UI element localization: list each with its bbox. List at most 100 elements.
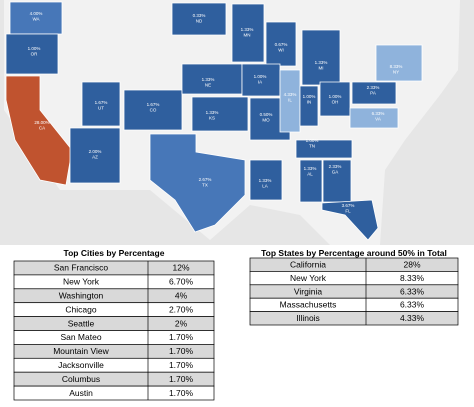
state-abbr: VA	[375, 117, 381, 122]
state-value: 1.33%	[202, 77, 215, 82]
cell-value: 1.70%	[169, 388, 194, 398]
cell-name: Austin	[69, 388, 93, 398]
cell-value: 4.33%	[400, 313, 425, 323]
cell-name: Chicago	[65, 304, 96, 314]
cell-value: 6.33%	[400, 286, 425, 296]
state-value: 28.00%	[34, 120, 49, 125]
state-abbr: AZ	[92, 155, 98, 160]
cell-name: Illinois	[296, 313, 320, 323]
state	[299, 85, 319, 127]
state-abbr: GA	[332, 170, 339, 175]
cell-value: 6.70%	[169, 277, 194, 287]
state	[279, 69, 301, 133]
cell-name: New York	[290, 273, 327, 283]
state-value: 1.00%	[306, 138, 319, 143]
cell-value: 4%	[175, 291, 188, 301]
state	[375, 44, 423, 82]
state-value: 1.33%	[304, 166, 317, 171]
cell-name: San Mateo	[60, 332, 101, 342]
state-value: 2.33%	[329, 164, 342, 169]
cell-value: 1.70%	[169, 332, 194, 342]
state	[9, 1, 63, 35]
state	[349, 107, 399, 129]
state-value: 4.00%	[30, 11, 43, 16]
cell-value: 1.70%	[169, 346, 194, 356]
state-abbr: MO	[262, 118, 270, 123]
state-value: 1.33%	[259, 178, 272, 183]
table-row	[249, 311, 459, 326]
state	[191, 96, 249, 132]
state-abbr: ND	[196, 19, 203, 24]
state-value: 8.33%	[390, 64, 403, 69]
state	[249, 159, 283, 201]
cell-name: New York	[63, 277, 100, 287]
state-abbr: UT	[98, 106, 104, 111]
cell-value: 1.70%	[169, 374, 194, 384]
state-abbr: FL	[345, 209, 351, 214]
cell-name: Jacksonville	[58, 360, 104, 370]
state	[69, 127, 121, 184]
cell-name: San Francisco	[54, 263, 109, 273]
state-value: 0.67%	[275, 42, 288, 47]
state-value: 1.67%	[147, 102, 160, 107]
table-row	[13, 385, 215, 401]
table-title: Top States by Percentage around 50% in T…	[261, 248, 447, 258]
state-abbr: CO	[150, 108, 157, 113]
state-abbr: WI	[278, 48, 284, 53]
state	[295, 139, 353, 159]
cell-name: Washington	[59, 291, 104, 301]
state-value: 1.33%	[206, 110, 219, 115]
state	[149, 133, 246, 233]
state-abbr: MI	[319, 66, 324, 71]
state-value: 1.33%	[315, 60, 328, 65]
state-abbr: NE	[205, 83, 211, 88]
state-abbr: TX	[202, 183, 208, 188]
cell-name: Massachusetts	[280, 300, 337, 310]
state	[321, 199, 379, 241]
state-abbr: MN	[244, 33, 251, 38]
state-abbr: CA	[39, 126, 45, 131]
state	[5, 33, 59, 75]
state	[301, 29, 341, 86]
state	[265, 21, 297, 67]
state-abbr: AL	[307, 172, 313, 177]
state-abbr: PA	[370, 91, 376, 96]
state-abbr: IN	[307, 100, 312, 105]
state-value: 2.33%	[367, 85, 380, 90]
state-abbr: WA	[32, 17, 39, 22]
table-row	[249, 284, 459, 299]
state-abbr: IA	[258, 80, 262, 85]
state-value: 2.00%	[89, 149, 102, 154]
cell-value: 28%	[403, 259, 420, 269]
state	[351, 81, 397, 105]
state	[299, 159, 323, 203]
cell-value: 12%	[172, 263, 189, 273]
cell-name: California	[290, 259, 326, 269]
state-abbr: TN	[309, 144, 315, 149]
state	[123, 89, 183, 131]
state-value: 1.00%	[303, 94, 316, 99]
table-title: Top Cities by Percentage	[64, 248, 165, 258]
state-abbr: KS	[209, 116, 215, 121]
table-row	[249, 271, 459, 286]
state	[171, 2, 227, 36]
table-row	[249, 257, 459, 272]
state	[81, 81, 121, 127]
cell-value: 6.33%	[400, 300, 425, 310]
state-abbr: OR	[31, 52, 39, 57]
state-value: 2.67%	[199, 177, 212, 182]
cell-value: 8.33%	[400, 273, 425, 283]
cell-value: 1.70%	[169, 360, 194, 370]
state	[5, 75, 73, 186]
state-value: 0.33%	[193, 13, 206, 18]
state-abbr: IL	[288, 98, 292, 103]
state-abbr: LA	[262, 184, 268, 189]
cell-value: 2.70%	[169, 304, 194, 314]
state-value: 1.33%	[241, 27, 254, 32]
state-value: 3.67%	[342, 203, 355, 208]
state	[231, 3, 265, 63]
cell-name: Seattle	[68, 318, 95, 328]
state-value: 1.00%	[28, 46, 41, 51]
state-value: 4.33%	[284, 92, 297, 97]
